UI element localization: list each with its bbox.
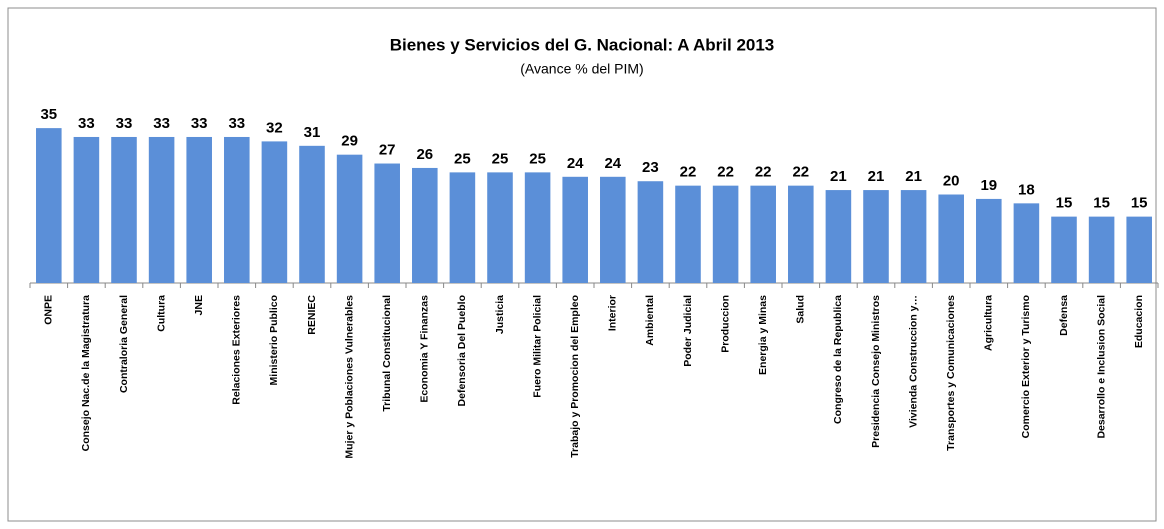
- x-tick-label: Contraloria General: [118, 295, 130, 393]
- data-label: 29: [341, 133, 358, 150]
- x-tick-label: Trabajo y Promocion del Empleo: [569, 295, 581, 458]
- data-label: 24: [567, 155, 584, 172]
- data-label: 18: [1018, 181, 1035, 198]
- bar: [637, 181, 664, 283]
- x-tick-label: Defensoria Del Pueblo: [456, 295, 468, 406]
- bar: [1088, 216, 1115, 283]
- x-tick-label: Cultura: [155, 295, 167, 332]
- data-label: 23: [642, 159, 659, 176]
- bar: [562, 176, 588, 283]
- x-tick-label: Salud: [795, 295, 807, 324]
- bar: [449, 172, 476, 283]
- bar: [374, 163, 400, 283]
- x-tick-label: Presidencia Consejo Ministros: [870, 295, 882, 448]
- bar: [148, 136, 175, 283]
- x-tick-label: Justicia: [494, 295, 506, 334]
- x-tick-label: Mujer y Poblaciones Vulnerables: [343, 295, 355, 459]
- x-tick-label: Economia Y Finanzas: [419, 295, 431, 403]
- data-label: 21: [905, 168, 922, 185]
- x-tick-label: Vivienda Construccion y…: [907, 295, 919, 428]
- data-label: 33: [116, 115, 133, 132]
- bar: [1051, 216, 1077, 283]
- bar: [73, 136, 100, 283]
- bar: [675, 185, 701, 283]
- bar: [1126, 216, 1152, 283]
- x-tick-label: Ambiental: [644, 295, 656, 346]
- data-label: 15: [1056, 195, 1073, 212]
- bar: [299, 145, 325, 283]
- bar: [825, 190, 852, 283]
- chart-subtitle: (Avance % del PIM): [520, 61, 643, 77]
- bar: [186, 136, 212, 283]
- x-tick-label: Transportes y Comunicaciones: [945, 295, 957, 451]
- x-tick-label: Fuero Militar Policial: [531, 295, 543, 398]
- bar: [224, 136, 250, 283]
- x-tick-label: Relaciones Exteriores: [231, 295, 243, 405]
- data-label: 33: [228, 115, 245, 132]
- x-tick-label: Consejo Nac.de la Magistratura: [80, 295, 92, 452]
- chart-title: Bienes y Servicios del G. Nacional: A Ab…: [390, 35, 775, 54]
- x-tick-label: RENIEC: [306, 295, 318, 335]
- x-tick-label: Desarrollo e Inclusion Social: [1095, 295, 1107, 439]
- data-label: 35: [40, 106, 57, 123]
- bar: [938, 194, 964, 283]
- x-tick-label: JNE: [193, 295, 205, 315]
- bar: [1013, 203, 1040, 283]
- data-label: 20: [943, 172, 960, 189]
- data-label: 15: [1131, 195, 1148, 212]
- bar: [600, 176, 626, 283]
- data-label: 33: [78, 115, 95, 132]
- bar: [524, 172, 551, 283]
- data-label: 22: [792, 164, 809, 181]
- data-label: 19: [980, 177, 997, 194]
- bar: [900, 190, 927, 283]
- data-label: 15: [1093, 195, 1110, 212]
- x-tick-label: Energia y Minas: [757, 295, 769, 375]
- data-label: 22: [717, 164, 734, 181]
- data-label: 27: [379, 141, 396, 158]
- data-label: 25: [529, 150, 546, 167]
- x-tick-label: Educacion: [1133, 295, 1145, 348]
- bar: [788, 185, 814, 283]
- data-label: 25: [454, 150, 471, 167]
- x-tick-label: ONPE: [43, 295, 55, 325]
- x-tick-label: Agricultura: [983, 295, 995, 351]
- x-tick-label: Defensa: [1058, 295, 1070, 336]
- bar: [487, 172, 513, 283]
- data-label: 33: [191, 115, 208, 132]
- x-tick-label: Congreso de la Republica: [832, 295, 844, 424]
- bar: [976, 198, 1002, 283]
- data-label: 24: [604, 155, 621, 172]
- data-label: 21: [868, 168, 885, 185]
- data-label: 32: [266, 119, 283, 136]
- bar: [261, 141, 288, 283]
- bar: [712, 185, 739, 283]
- bar: [863, 190, 889, 283]
- bar: [412, 167, 438, 283]
- bar: [336, 154, 363, 283]
- bar: [111, 136, 137, 283]
- data-label: 33: [153, 115, 170, 132]
- x-tick-label: Produccion: [719, 295, 731, 353]
- data-label: 26: [416, 146, 433, 163]
- data-label: 21: [830, 168, 847, 185]
- data-label: 25: [492, 150, 509, 167]
- data-label: 22: [755, 164, 772, 181]
- x-tick-label: Interior: [607, 295, 619, 331]
- x-tick-label: Poder Judicial: [682, 295, 694, 367]
- x-tick-label: Tribunal Constitucional: [381, 295, 393, 412]
- bar: [750, 185, 776, 283]
- x-tick-label: Comercio Exterior y Turismo: [1020, 295, 1032, 438]
- bar: [36, 128, 62, 283]
- x-tick-label: Ministerio Publico: [268, 295, 280, 385]
- data-label: 31: [304, 124, 321, 141]
- data-label: 22: [680, 164, 697, 181]
